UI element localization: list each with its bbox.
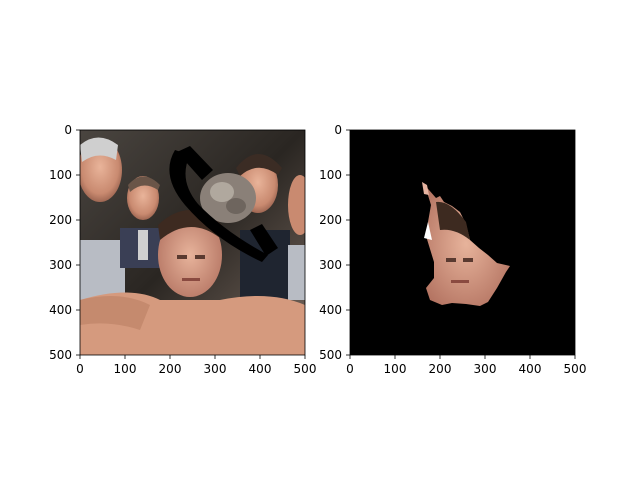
left-image <box>80 130 305 355</box>
right-ytick-label: 500 <box>319 348 342 362</box>
left-ytick-label: 500 <box>49 348 72 362</box>
left-xtick-label: 400 <box>249 362 272 376</box>
right-xtick-label: 0 <box>346 362 354 376</box>
right-ytick-label: 100 <box>319 168 342 182</box>
right-ytick-label: 200 <box>319 213 342 227</box>
left-ytick-label: 200 <box>49 213 72 227</box>
left-ytick-label: 400 <box>49 303 72 317</box>
right-xtick-label: 500 <box>564 362 587 376</box>
right-xtick-label: 200 <box>429 362 452 376</box>
left-xtick-label: 200 <box>159 362 182 376</box>
right-image <box>350 130 575 355</box>
right-ytick-label: 400 <box>319 303 342 317</box>
left-ytick-label: 300 <box>49 258 72 272</box>
right-axes: 0 100 200 300 400 500 0 100 200 300 400 500 <box>319 123 586 376</box>
left-ytick-label: 100 <box>49 168 72 182</box>
left-xtick-label: 0 <box>76 362 84 376</box>
right-ytick-label: 0 <box>334 123 342 137</box>
right-xtick-label: 300 <box>474 362 497 376</box>
right-ytick-label: 300 <box>319 258 342 272</box>
right-xtick-label: 400 <box>519 362 542 376</box>
left-xtick-label: 300 <box>204 362 227 376</box>
left-xtick-label: 100 <box>114 362 137 376</box>
right-xtick-label: 100 <box>384 362 407 376</box>
left-axes: 0 100 200 300 400 500 0 100 200 300 400 500 <box>49 123 316 376</box>
left-ytick-label: 0 <box>64 123 72 137</box>
left-xtick-label: 500 <box>294 362 317 376</box>
